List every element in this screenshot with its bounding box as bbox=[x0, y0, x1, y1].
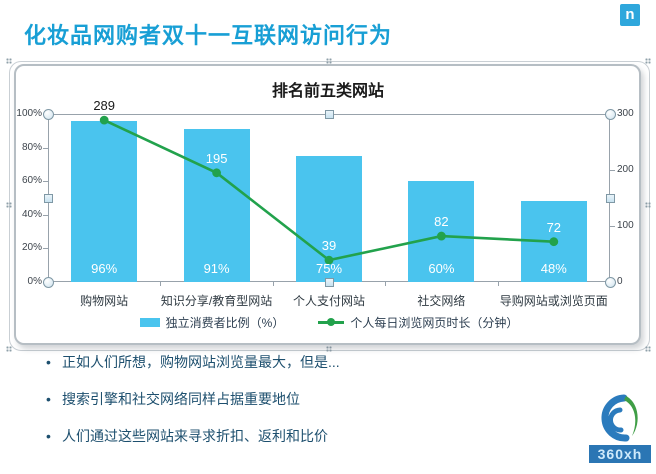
bar-购物网站[interactable] bbox=[71, 120, 138, 282]
selection-handle-right[interactable] bbox=[605, 193, 615, 203]
selection-handle-bottom-right[interactable] bbox=[604, 276, 616, 288]
selection-handle-top[interactable] bbox=[324, 109, 334, 119]
bullet-item: 搜索引擎和社交网络同样占据重要地位 bbox=[46, 389, 586, 409]
bar-data-label: 48% bbox=[540, 261, 567, 276]
line-data-label: 72 bbox=[546, 219, 562, 235]
selection-handle-bottom-left[interactable] bbox=[42, 276, 54, 288]
bar-swatch-icon bbox=[139, 317, 160, 327]
category-label: 购物网站 bbox=[80, 294, 129, 308]
line-swatch-icon bbox=[318, 317, 345, 326]
selection-handle-bottom[interactable] bbox=[324, 277, 334, 287]
x-axis-tick bbox=[497, 282, 499, 286]
category-label: 知识分享/教育型网站 bbox=[160, 294, 273, 308]
y-axis-left-tick bbox=[43, 147, 48, 149]
y-axis-right-tick bbox=[610, 226, 615, 227]
y-axis-left-label: 60% bbox=[21, 175, 42, 187]
x-axis-tick bbox=[160, 282, 162, 286]
footer-logo-text: 360xh bbox=[589, 445, 651, 463]
line-data-label: 195 bbox=[205, 150, 228, 166]
x-axis-tick bbox=[272, 282, 274, 286]
nielsen-logo-icon: n bbox=[620, 4, 640, 26]
y-axis-left-label: 80% bbox=[21, 141, 42, 153]
y-axis-right-label: 200 bbox=[617, 164, 634, 175]
y-axis-left-tick bbox=[43, 214, 48, 216]
bar-data-label: 91% bbox=[203, 261, 230, 276]
y-axis-left-label: 0% bbox=[27, 276, 42, 287]
selection-handle-top-left[interactable] bbox=[42, 108, 54, 120]
frame-resize-handle[interactable] bbox=[645, 202, 651, 208]
bullet-item: 正如人们所想，购物网站浏览量最大，但是... bbox=[46, 352, 586, 372]
swirl-logo-icon bbox=[601, 394, 638, 442]
bar-data-label: 96% bbox=[91, 261, 118, 276]
bar-data-label: 60% bbox=[428, 261, 455, 276]
frame-resize-handle[interactable] bbox=[6, 346, 12, 352]
bullet-list: 正如人们所想，购物网站浏览量最大，但是... 搜索引擎和社交网络同样占据重要地位人… bbox=[46, 352, 586, 463]
category-label: 导购网站或浏览页面 bbox=[499, 294, 608, 308]
legend-item-line[interactable]: 个人每日浏览网页时长（分钟） bbox=[318, 314, 518, 331]
chart-title: 排名前五类网站 bbox=[271, 83, 384, 100]
line-data-label: 289 bbox=[93, 98, 116, 114]
selection-handle-top-right[interactable] bbox=[604, 108, 616, 120]
bar-data-label: 75% bbox=[315, 261, 343, 276]
legend-label-line: 个人每日浏览网页时长（分钟） bbox=[350, 315, 519, 330]
y-axis-right-label: 100 bbox=[617, 220, 634, 231]
y-axis-left-tick bbox=[43, 248, 48, 250]
frame-resize-handle[interactable] bbox=[325, 58, 332, 64]
y-axis-left-tick bbox=[43, 181, 48, 183]
y-axis-left-label: 100% bbox=[16, 108, 42, 119]
y-axis-right-tick bbox=[610, 170, 615, 171]
frame-resize-handle[interactable] bbox=[6, 202, 12, 208]
x-axis-tick bbox=[385, 282, 387, 286]
frame-resize-handle[interactable] bbox=[645, 58, 651, 64]
y-axis-right-label: 0 bbox=[617, 276, 623, 287]
y-axis-left-label: 40% bbox=[21, 208, 42, 220]
line-data-label: 39 bbox=[321, 238, 337, 254]
category-label: 社交网络 bbox=[417, 294, 466, 308]
selection-handle-left[interactable] bbox=[43, 193, 53, 203]
chart-legend[interactable]: 独立消费者比例（%） 个人每日浏览网页时长（分钟） bbox=[48, 313, 610, 331]
footer-logo: 360xh bbox=[586, 394, 652, 470]
bullet-item: 人们通过这些网站来寻求折扣、返利和比价 bbox=[46, 426, 586, 446]
category-label: 个人支付网站 bbox=[292, 294, 365, 308]
frame-resize-handle[interactable] bbox=[325, 346, 332, 352]
legend-label-bar: 独立消费者比例（%） bbox=[165, 315, 285, 330]
page-title: 化妆品网购者双十一互联网访问行为 bbox=[24, 23, 393, 48]
line-data-label: 82 bbox=[434, 214, 449, 230]
frame-resize-handle[interactable] bbox=[645, 346, 651, 352]
frame-resize-handle[interactable] bbox=[6, 58, 12, 64]
legend-item-bar[interactable]: 独立消费者比例（%） bbox=[139, 314, 285, 331]
y-axis-right-label: 300 bbox=[617, 108, 634, 119]
y-axis-left-label: 20% bbox=[21, 242, 42, 254]
